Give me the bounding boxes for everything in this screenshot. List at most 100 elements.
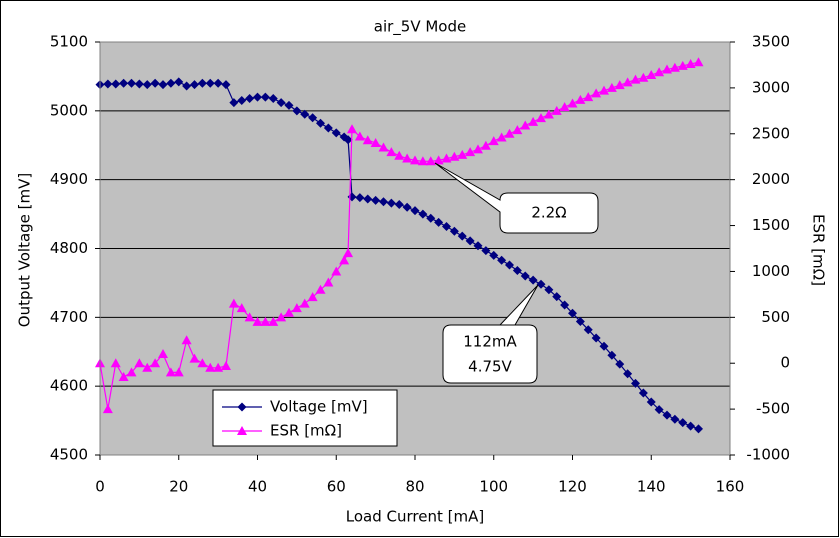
data-point xyxy=(575,316,585,326)
data-point xyxy=(197,78,207,88)
data-point xyxy=(497,255,507,265)
data-point xyxy=(677,60,688,70)
data-point xyxy=(536,279,546,289)
data-point xyxy=(528,116,539,126)
y-tick-label: 4600 xyxy=(50,377,88,395)
data-point xyxy=(646,397,656,407)
y2-tick-label: 0 xyxy=(780,354,790,372)
y-tick-label: 4500 xyxy=(50,446,88,464)
data-point xyxy=(190,80,199,90)
y2-tick-label: 500 xyxy=(761,308,790,326)
data-point xyxy=(323,277,334,287)
data-point xyxy=(189,353,200,363)
data-point xyxy=(638,72,649,82)
data-point xyxy=(343,248,354,258)
data-point xyxy=(410,155,420,165)
data-point xyxy=(465,147,476,157)
y2-tick-label: 1000 xyxy=(752,262,790,280)
data-point xyxy=(379,197,388,207)
data-point xyxy=(268,316,279,326)
legend-marker xyxy=(237,402,247,412)
data-point xyxy=(292,106,302,116)
data-point xyxy=(614,80,625,90)
data-point xyxy=(606,82,617,92)
data-point xyxy=(371,195,381,205)
x-tick-label: 40 xyxy=(248,478,267,496)
data-point xyxy=(134,79,144,89)
x-tick-label: 20 xyxy=(169,478,188,496)
data-point xyxy=(244,312,255,322)
data-point xyxy=(457,231,467,241)
y-tick-label: 5100 xyxy=(50,33,88,51)
data-point xyxy=(166,78,176,88)
data-point xyxy=(158,80,168,90)
data-point xyxy=(599,341,609,351)
data-point xyxy=(316,118,325,128)
data-point xyxy=(551,105,562,115)
data-point xyxy=(228,298,239,308)
data-point xyxy=(630,74,641,84)
y2-axis-label: ESR [mΩ] xyxy=(810,214,828,286)
data-point xyxy=(197,358,208,368)
legend-label: Voltage [mV] xyxy=(270,398,368,416)
data-point xyxy=(386,198,396,208)
x-tick-label: 160 xyxy=(716,478,745,496)
data-point xyxy=(488,136,499,146)
x-axis-label: Load Current [mA] xyxy=(346,508,484,526)
data-point xyxy=(473,241,483,251)
data-point xyxy=(638,388,648,398)
data-point xyxy=(449,226,459,236)
data-point xyxy=(386,147,397,157)
data-point xyxy=(221,360,231,370)
data-point xyxy=(119,78,129,88)
data-point xyxy=(308,113,318,123)
data-point xyxy=(134,358,145,368)
y-tick-label: 4900 xyxy=(50,170,88,188)
data-point xyxy=(426,213,436,223)
data-point xyxy=(678,418,688,428)
data-point xyxy=(560,300,570,310)
data-point xyxy=(528,275,538,285)
data-point xyxy=(363,194,373,204)
data-point xyxy=(543,109,554,119)
data-point xyxy=(489,250,499,260)
data-point xyxy=(142,80,152,90)
data-point xyxy=(599,85,609,95)
y-tick-label: 5000 xyxy=(50,101,88,119)
data-point xyxy=(331,128,341,138)
chart-title: air_5V Mode xyxy=(374,18,466,37)
data-point xyxy=(654,405,664,415)
data-point xyxy=(213,362,224,372)
annotation-text: 4.75V xyxy=(468,358,512,376)
data-point xyxy=(402,153,413,163)
y-tick-label: 4800 xyxy=(50,239,88,257)
data-point xyxy=(694,424,703,434)
y2-tick-label: 3500 xyxy=(752,33,790,51)
data-point xyxy=(520,120,531,130)
data-point xyxy=(512,125,523,135)
data-point xyxy=(394,150,405,160)
data-point xyxy=(504,128,515,138)
data-point xyxy=(623,369,633,379)
data-point xyxy=(205,362,216,372)
data-point xyxy=(568,308,577,318)
data-point xyxy=(457,149,468,159)
y2-tick-label: 2500 xyxy=(752,124,790,142)
data-point xyxy=(245,93,255,103)
data-point xyxy=(425,156,436,166)
data-point xyxy=(552,292,562,302)
data-point xyxy=(583,325,593,335)
data-point xyxy=(394,199,404,209)
data-point xyxy=(662,410,672,420)
data-point xyxy=(505,260,514,270)
data-point xyxy=(693,57,704,67)
data-point xyxy=(142,362,153,372)
data-point xyxy=(260,92,270,102)
data-point xyxy=(378,142,389,152)
data-point xyxy=(686,421,696,431)
data-point xyxy=(591,333,601,343)
data-point xyxy=(441,153,452,163)
data-point xyxy=(339,255,350,265)
